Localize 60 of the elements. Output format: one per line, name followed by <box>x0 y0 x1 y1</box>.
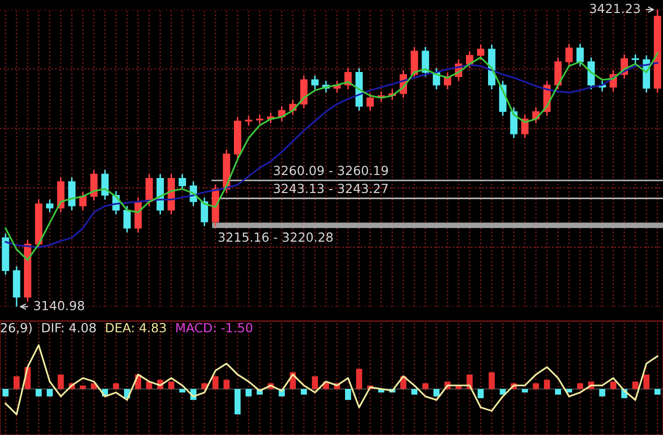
annotation: 3421.23 <box>590 4 640 14</box>
bar <box>112 383 120 389</box>
text: DIF: 4.08 <box>42 322 96 332</box>
text: DEA: 4.83 <box>106 322 166 332</box>
candlestick <box>46 198 54 213</box>
bar <box>544 380 550 389</box>
bar <box>179 388 186 392</box>
text: MACD: -1.50 <box>176 322 252 332</box>
candlestick <box>123 205 131 234</box>
bar <box>168 382 174 389</box>
bar <box>488 372 495 389</box>
candlestick <box>410 46 418 80</box>
bar <box>411 388 418 395</box>
bar <box>643 374 650 389</box>
candlestick <box>466 50 474 69</box>
bar <box>532 383 539 389</box>
candlestick <box>565 43 573 67</box>
bar <box>422 383 428 389</box>
candlestick <box>588 56 595 90</box>
candlestick <box>510 106 518 139</box>
candlestick <box>79 191 87 211</box>
bar <box>478 388 484 398</box>
candlestick <box>521 114 529 139</box>
bar <box>234 388 241 414</box>
bar <box>433 388 440 396</box>
bar <box>610 382 616 389</box>
bar <box>80 385 86 389</box>
bar <box>212 376 219 389</box>
bar <box>654 388 661 395</box>
candlestick <box>244 115 252 126</box>
candlestick <box>311 74 319 90</box>
annotation: 3140.98 <box>34 300 84 310</box>
band-label: 3215.16 - 3220.28 <box>218 232 333 242</box>
bar <box>46 388 53 396</box>
candlestick <box>366 92 374 112</box>
text: 26,9) <box>0 322 32 334</box>
bar <box>577 383 584 389</box>
bar <box>14 376 20 389</box>
bar <box>36 388 42 396</box>
candlestick <box>477 44 484 60</box>
bar <box>223 380 230 389</box>
bar <box>632 382 638 389</box>
bar <box>500 388 506 395</box>
candlestick <box>576 43 584 67</box>
bar <box>312 376 318 389</box>
bar <box>522 388 528 392</box>
ref-line-label: 3260.09 - 3260.19 <box>274 166 388 176</box>
bar <box>599 388 606 396</box>
candlestick <box>178 173 186 191</box>
bar <box>345 388 352 400</box>
candlestick <box>256 114 264 126</box>
bar <box>554 388 562 395</box>
bar <box>58 374 64 389</box>
ref-line-label: 3243.13 - 3243.27 <box>274 184 388 194</box>
bar <box>356 368 362 389</box>
bar <box>2 388 9 396</box>
candlestick <box>146 173 153 207</box>
candlestick <box>632 54 640 65</box>
bar <box>246 388 252 396</box>
bar <box>300 388 307 395</box>
